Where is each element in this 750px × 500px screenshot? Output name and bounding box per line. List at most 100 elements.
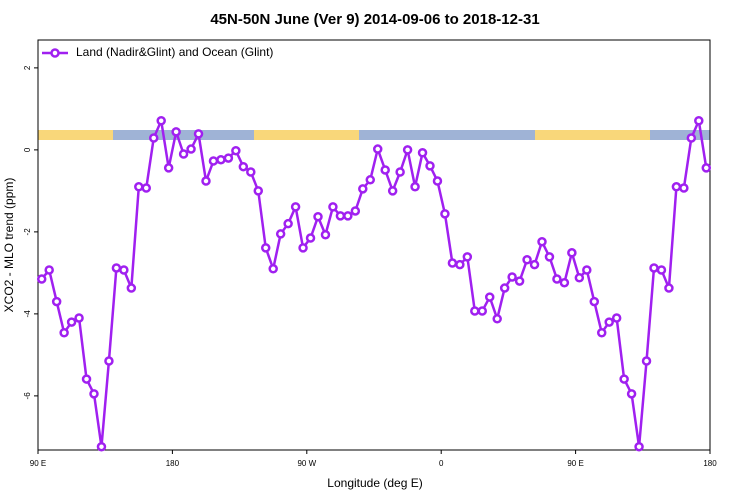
point (201, 176, 211, 186)
point (455, 259, 465, 270)
point (141, 183, 152, 193)
point (432, 176, 443, 186)
y-tick-label: -2 (23, 228, 32, 236)
point (81, 374, 92, 384)
legend-marker (50, 48, 60, 58)
point (313, 211, 323, 222)
point (171, 127, 181, 137)
point (484, 292, 495, 302)
point (36, 274, 47, 284)
chart-title: 45N-50N June (Ver 9) 2014-09-06 to 2018-… (210, 11, 539, 28)
point (671, 182, 682, 192)
point (462, 252, 473, 262)
point (440, 209, 450, 219)
point (134, 182, 144, 192)
point (589, 296, 600, 307)
point (268, 264, 278, 274)
point (193, 129, 204, 139)
point (365, 175, 376, 185)
point (559, 277, 570, 288)
x-tick-label: 90 W (297, 459, 316, 468)
x-tick-label: 0 (439, 459, 444, 468)
point (656, 265, 667, 275)
point (104, 356, 114, 366)
point (111, 263, 122, 273)
legend-label: Land (Nadir&Glint) and Ocean (Glint) (76, 45, 273, 59)
point (634, 441, 644, 452)
point (238, 161, 249, 172)
point (126, 283, 137, 293)
point (380, 165, 390, 175)
x-tick-label: 90 E (567, 459, 583, 468)
point (387, 186, 398, 196)
point (208, 156, 219, 166)
land-ocean-band (38, 130, 710, 140)
point (619, 374, 629, 384)
point (156, 116, 166, 126)
point (290, 202, 301, 212)
point (664, 283, 674, 293)
point (522, 255, 532, 265)
point (163, 163, 174, 173)
point (701, 163, 712, 173)
point (119, 265, 129, 275)
point (529, 259, 540, 270)
point (582, 265, 592, 275)
point (275, 229, 286, 239)
point (410, 182, 420, 192)
point (223, 153, 234, 163)
x-tick-label: 180 (703, 459, 717, 468)
point (425, 161, 435, 171)
point (305, 233, 316, 243)
point (283, 218, 293, 229)
point (253, 186, 264, 196)
ocean (650, 130, 710, 140)
point (604, 317, 614, 327)
point (567, 248, 577, 258)
point (51, 296, 62, 307)
point (417, 148, 428, 158)
point (358, 184, 368, 194)
point (320, 230, 331, 240)
point (335, 211, 346, 221)
point (499, 283, 510, 293)
y-axis-label: XCO2 - MLO trend (ppm) (2, 178, 16, 313)
point (44, 265, 54, 275)
point (343, 211, 353, 221)
point (552, 274, 562, 284)
y-tick-label: 0 (23, 147, 32, 152)
point (492, 314, 502, 324)
y-tick-label: -6 (23, 392, 32, 400)
point (350, 206, 361, 216)
point (74, 313, 84, 323)
point (641, 356, 652, 366)
point (246, 167, 256, 177)
point (447, 258, 458, 268)
point (679, 183, 689, 193)
ocean (359, 130, 535, 140)
point (328, 202, 338, 212)
point (537, 236, 547, 247)
series-line (40, 116, 708, 447)
point (470, 306, 480, 316)
point (216, 154, 226, 165)
point (372, 144, 383, 154)
point (626, 389, 637, 399)
point (66, 317, 77, 327)
y-tick-label: -4 (23, 310, 32, 318)
ocean (113, 130, 254, 140)
point (178, 149, 189, 159)
point (186, 144, 196, 154)
point (596, 327, 607, 338)
land (254, 130, 359, 140)
x-tick-label: 90 E (30, 459, 46, 468)
x-tick-label: 180 (166, 459, 180, 468)
x-axis-label: Longitude (deg E) (327, 476, 422, 490)
land (38, 130, 113, 140)
point (514, 276, 525, 286)
point (402, 145, 413, 155)
point (260, 243, 271, 253)
point (148, 133, 159, 143)
y-tick-label: 2 (23, 65, 32, 70)
